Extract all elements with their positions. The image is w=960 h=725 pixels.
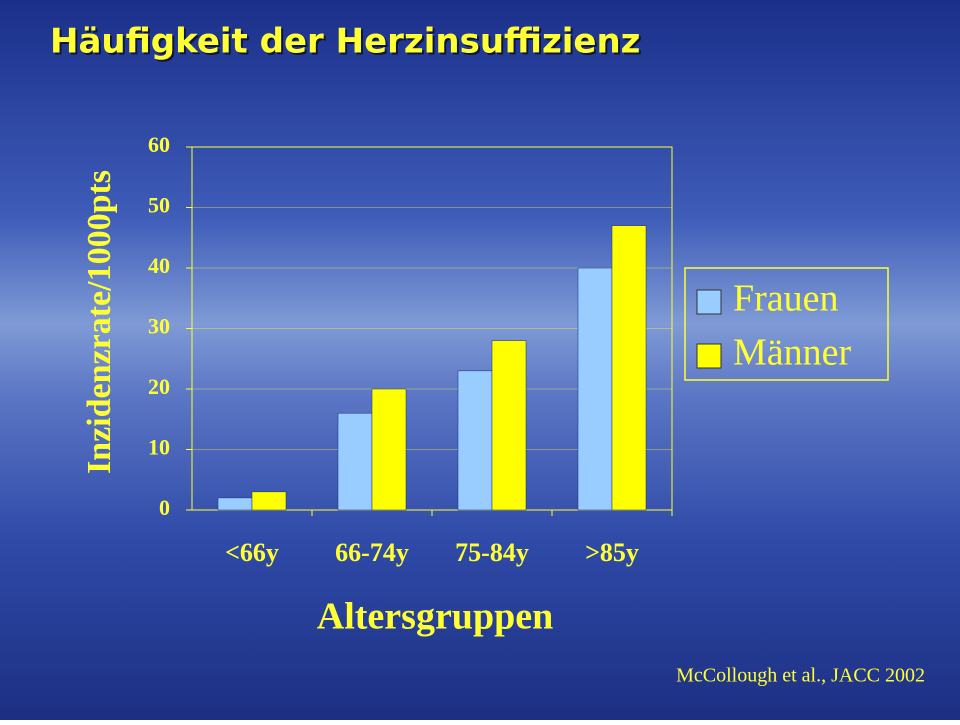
x-axis-title: Altersgruppen <box>317 596 553 638</box>
x-tick-label: 75-84y <box>455 538 529 567</box>
y-tick-label: 50 <box>148 193 170 218</box>
x-tick-label: 66-74y <box>335 538 409 567</box>
bar <box>337 412 373 511</box>
bar <box>371 388 407 511</box>
y-axis-title: Inzidenzrate/1000pts <box>81 170 118 474</box>
y-tick-label: 20 <box>148 374 170 399</box>
bar <box>491 340 527 511</box>
legend-label: Männer <box>733 332 852 374</box>
bar <box>611 225 647 511</box>
legend-swatch <box>696 289 722 315</box>
y-tick-label: 60 <box>148 132 170 157</box>
bar <box>457 370 493 511</box>
x-tick-label: <66y <box>225 538 279 567</box>
legend-swatch <box>696 343 722 369</box>
y-tick-label: 40 <box>148 253 170 278</box>
y-tick-label: 10 <box>148 435 170 460</box>
bar <box>577 267 613 511</box>
bar <box>251 491 287 511</box>
title-shadow: Häufigkeit der Herzinsuffizienz <box>52 24 642 64</box>
y-tick-label: 0 <box>159 495 170 520</box>
bar <box>217 497 253 511</box>
y-tick-label: 30 <box>148 314 170 339</box>
x-tick-label: >85y <box>585 538 639 567</box>
source: McCollough et al., JACC 2002 <box>676 665 925 687</box>
legend-box <box>684 267 889 381</box>
chart-title: Häufigkeit der Herzinsuffizienz <box>50 22 640 62</box>
legend-label: Frauen <box>733 278 839 320</box>
